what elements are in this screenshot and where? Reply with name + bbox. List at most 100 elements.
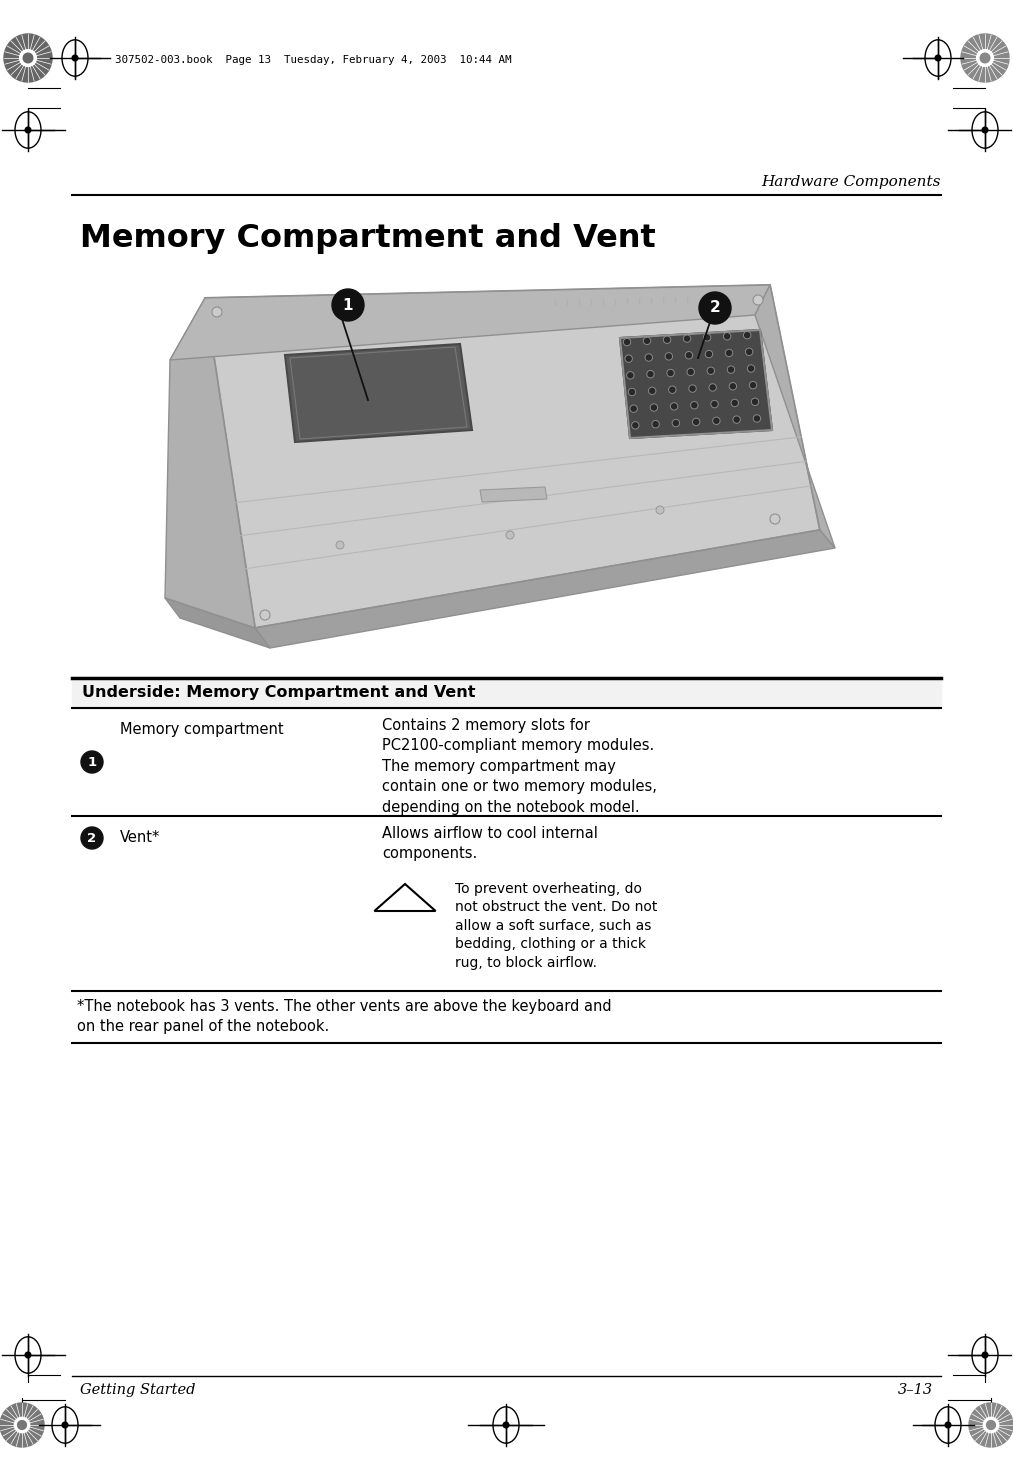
Polygon shape — [969, 1404, 1013, 1447]
Circle shape — [62, 1423, 68, 1428]
Circle shape — [983, 1352, 988, 1358]
Text: Memory compartment: Memory compartment — [120, 722, 284, 737]
Circle shape — [726, 351, 731, 355]
Text: 2: 2 — [710, 301, 720, 316]
Circle shape — [666, 352, 673, 360]
Circle shape — [649, 389, 654, 393]
Circle shape — [631, 406, 636, 411]
Text: 3–13: 3–13 — [898, 1383, 933, 1398]
Polygon shape — [961, 34, 1009, 82]
Circle shape — [630, 405, 637, 412]
Circle shape — [770, 515, 780, 523]
Circle shape — [708, 368, 713, 373]
Circle shape — [628, 389, 635, 396]
Circle shape — [730, 385, 735, 389]
Polygon shape — [165, 598, 270, 648]
Circle shape — [705, 335, 710, 341]
Polygon shape — [4, 34, 52, 82]
Circle shape — [714, 418, 719, 424]
Circle shape — [751, 383, 756, 387]
Text: *The notebook has 3 vents. The other vents are above the keyboard and
on the rea: *The notebook has 3 vents. The other ven… — [77, 999, 612, 1034]
Circle shape — [710, 385, 715, 390]
Circle shape — [212, 307, 222, 317]
Circle shape — [674, 421, 679, 425]
Circle shape — [626, 357, 631, 361]
Circle shape — [668, 370, 674, 377]
Circle shape — [694, 420, 699, 424]
Text: 2: 2 — [87, 832, 96, 845]
Circle shape — [644, 338, 649, 344]
Circle shape — [734, 417, 739, 423]
Circle shape — [503, 1423, 509, 1428]
Circle shape — [260, 610, 270, 620]
Circle shape — [624, 339, 629, 345]
Circle shape — [727, 366, 734, 373]
Circle shape — [72, 56, 78, 61]
Circle shape — [749, 366, 754, 371]
Circle shape — [744, 332, 751, 339]
Polygon shape — [755, 285, 835, 548]
Circle shape — [687, 368, 694, 376]
Text: 1: 1 — [342, 297, 354, 313]
Polygon shape — [255, 531, 835, 648]
Text: Getting Started: Getting Started — [80, 1383, 196, 1398]
Circle shape — [690, 386, 695, 390]
Circle shape — [983, 127, 988, 133]
Circle shape — [691, 402, 698, 409]
Polygon shape — [620, 330, 772, 439]
Circle shape — [689, 385, 696, 392]
Circle shape — [669, 370, 673, 376]
Circle shape — [645, 354, 652, 361]
Circle shape — [652, 421, 659, 428]
Circle shape — [643, 338, 650, 345]
Circle shape — [656, 506, 664, 515]
Circle shape — [81, 827, 103, 849]
Circle shape — [732, 401, 737, 405]
Text: Vent*: Vent* — [120, 830, 160, 845]
Circle shape — [671, 404, 678, 409]
Circle shape — [752, 398, 759, 405]
Circle shape — [664, 336, 671, 344]
Circle shape — [706, 351, 711, 357]
Circle shape — [629, 389, 634, 395]
Circle shape — [673, 420, 680, 427]
Circle shape — [650, 404, 657, 411]
Circle shape — [704, 333, 710, 341]
Circle shape — [699, 292, 731, 325]
Circle shape — [755, 417, 760, 421]
Circle shape — [14, 1417, 29, 1433]
Circle shape — [981, 53, 990, 63]
Circle shape — [647, 371, 654, 377]
Polygon shape — [165, 298, 255, 629]
Circle shape — [713, 417, 720, 424]
Circle shape — [729, 383, 736, 390]
Circle shape — [336, 541, 344, 550]
Circle shape — [665, 338, 670, 342]
Circle shape — [506, 531, 514, 539]
Circle shape — [332, 289, 364, 322]
Text: Allows airflow to cool internal
components.: Allows airflow to cool internal componen… — [382, 826, 598, 861]
Circle shape — [705, 351, 712, 358]
Circle shape — [25, 127, 30, 133]
Circle shape — [707, 367, 714, 374]
Text: Hardware Components: Hardware Components — [762, 175, 941, 189]
Circle shape — [693, 418, 700, 425]
Circle shape — [754, 415, 761, 423]
Circle shape — [688, 370, 693, 374]
Circle shape — [945, 1423, 951, 1428]
Circle shape — [728, 367, 733, 373]
Polygon shape — [285, 344, 472, 442]
Circle shape — [669, 386, 676, 393]
Circle shape — [623, 339, 630, 345]
Circle shape — [633, 423, 638, 428]
Circle shape — [653, 421, 658, 427]
Circle shape — [628, 373, 633, 377]
Circle shape — [935, 56, 941, 61]
Circle shape — [753, 295, 763, 306]
Circle shape — [81, 751, 103, 773]
Circle shape — [709, 385, 716, 390]
Circle shape — [17, 1421, 26, 1430]
Circle shape — [745, 333, 750, 338]
Circle shape — [648, 371, 653, 377]
Circle shape — [651, 405, 656, 409]
